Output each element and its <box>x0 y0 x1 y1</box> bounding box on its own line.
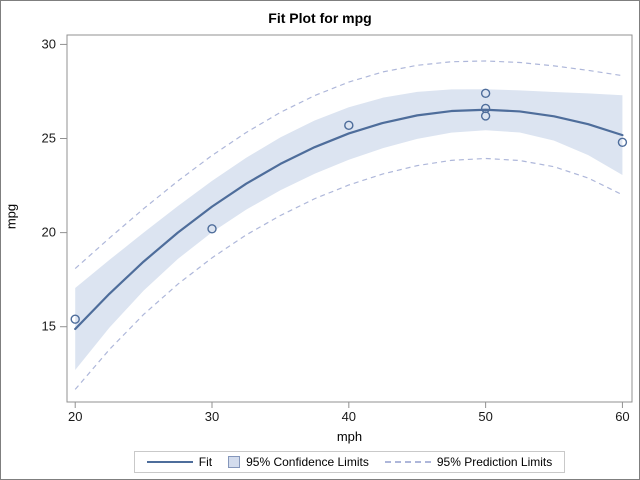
legend-item-confidence: 95% Confidence Limits <box>228 455 369 469</box>
legend-label-fit: Fit <box>198 455 213 469</box>
plot-frame <box>66 34 633 403</box>
data-point <box>344 120 354 131</box>
fit-line <box>74 108 624 331</box>
x-tick-label: 50 <box>478 409 492 424</box>
legend: Fit 95% Confidence Limits 95% Prediction… <box>67 451 632 473</box>
x-tick-label: 60 <box>615 409 629 424</box>
x-tick-label: 30 <box>205 409 219 424</box>
chart-canvas: 20 30 40 50 60 15 20 25 30 <box>42 34 633 424</box>
legend-box: Fit 95% Confidence Limits 95% Prediction… <box>133 451 566 473</box>
y-tick-label: 20 <box>42 225 56 240</box>
y-axis-label: mpg <box>3 203 19 230</box>
prediction-line-swatch-icon <box>384 461 431 463</box>
y-tick-label: 15 <box>42 319 56 334</box>
legend-label-prediction: 95% Prediction Limits <box>436 455 553 469</box>
prediction-lower-line <box>74 157 623 390</box>
prediction-upper-line <box>74 60 623 270</box>
data-point <box>480 88 491 99</box>
data-point <box>70 314 80 324</box>
x-tick-label: 40 <box>342 409 356 424</box>
y-tick-label: 25 <box>42 131 56 146</box>
x-tick-label: 20 <box>68 409 82 424</box>
confidence-band <box>75 89 623 371</box>
legend-item-prediction: 95% Prediction Limits <box>384 455 553 469</box>
fit-line-swatch-icon <box>146 461 193 463</box>
data-point <box>207 224 217 234</box>
data-point <box>617 137 628 147</box>
confidence-band-swatch-icon <box>228 456 241 468</box>
data-point <box>480 103 491 114</box>
legend-item-fit: Fit <box>146 455 213 469</box>
y-tick-label: 30 <box>42 36 56 51</box>
legend-label-confidence: 95% Confidence Limits <box>246 455 369 469</box>
x-axis-label: mph <box>336 429 363 444</box>
chart-title: Fit Plot for mpg <box>268 10 372 26</box>
